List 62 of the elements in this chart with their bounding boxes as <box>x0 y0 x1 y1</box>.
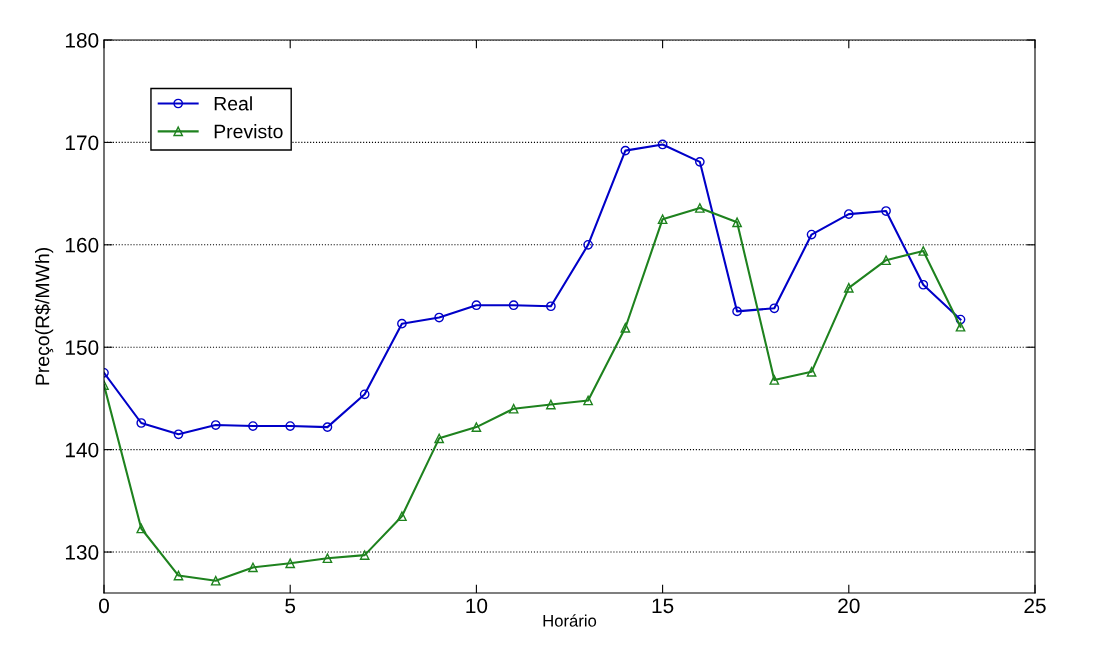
point <box>843 209 854 219</box>
y-tick-label: 180 <box>65 33 99 48</box>
point <box>434 433 445 444</box>
point <box>136 418 147 428</box>
x-tick-label: 25 <box>1024 598 1046 614</box>
point <box>397 511 407 522</box>
point <box>248 562 258 573</box>
point <box>918 279 929 290</box>
legend-label: Previsto <box>214 124 283 139</box>
point <box>397 318 407 329</box>
point <box>471 300 482 311</box>
point <box>657 214 668 225</box>
x-tick-label: 5 <box>285 598 296 614</box>
point <box>210 575 221 586</box>
point <box>918 246 929 256</box>
point <box>285 558 296 569</box>
point <box>136 523 147 534</box>
point <box>508 403 519 414</box>
y-tick-label: 170 <box>65 135 99 151</box>
point <box>583 239 593 250</box>
point <box>769 375 780 385</box>
x-axis-title: Horário <box>543 614 597 627</box>
y-tick-label: 130 <box>65 545 99 560</box>
point <box>210 420 221 430</box>
point <box>694 203 705 213</box>
x-tick-label: 0 <box>99 598 109 614</box>
y-tick-label: 140 <box>65 442 99 458</box>
point <box>881 255 891 266</box>
point <box>173 570 184 581</box>
point <box>546 301 556 312</box>
legend-label: Real <box>214 96 252 111</box>
point <box>769 303 780 314</box>
point <box>322 553 333 564</box>
x-tick-label: 20 <box>838 598 860 614</box>
point <box>620 145 631 156</box>
point <box>620 322 631 333</box>
point <box>471 422 482 432</box>
point <box>359 550 370 560</box>
point <box>359 389 370 400</box>
point <box>322 422 333 432</box>
point <box>955 321 966 332</box>
point <box>248 421 258 431</box>
point <box>806 229 817 240</box>
x-tick-label: 10 <box>466 598 488 614</box>
point <box>434 312 445 323</box>
y-tick-label: 150 <box>65 340 99 355</box>
point <box>583 395 593 406</box>
point <box>546 399 556 410</box>
point <box>881 206 891 216</box>
point <box>285 421 296 431</box>
point <box>955 314 966 325</box>
point <box>173 429 184 440</box>
point <box>657 139 668 150</box>
point <box>843 282 854 293</box>
point <box>694 157 705 167</box>
x-tick-label: 15 <box>652 598 674 614</box>
y-tick-label: 160 <box>65 237 99 253</box>
point <box>508 300 519 311</box>
point <box>732 306 742 317</box>
y-axis-title: Preço(R$/MWh) <box>34 248 54 385</box>
point <box>806 366 817 377</box>
point <box>732 217 742 228</box>
